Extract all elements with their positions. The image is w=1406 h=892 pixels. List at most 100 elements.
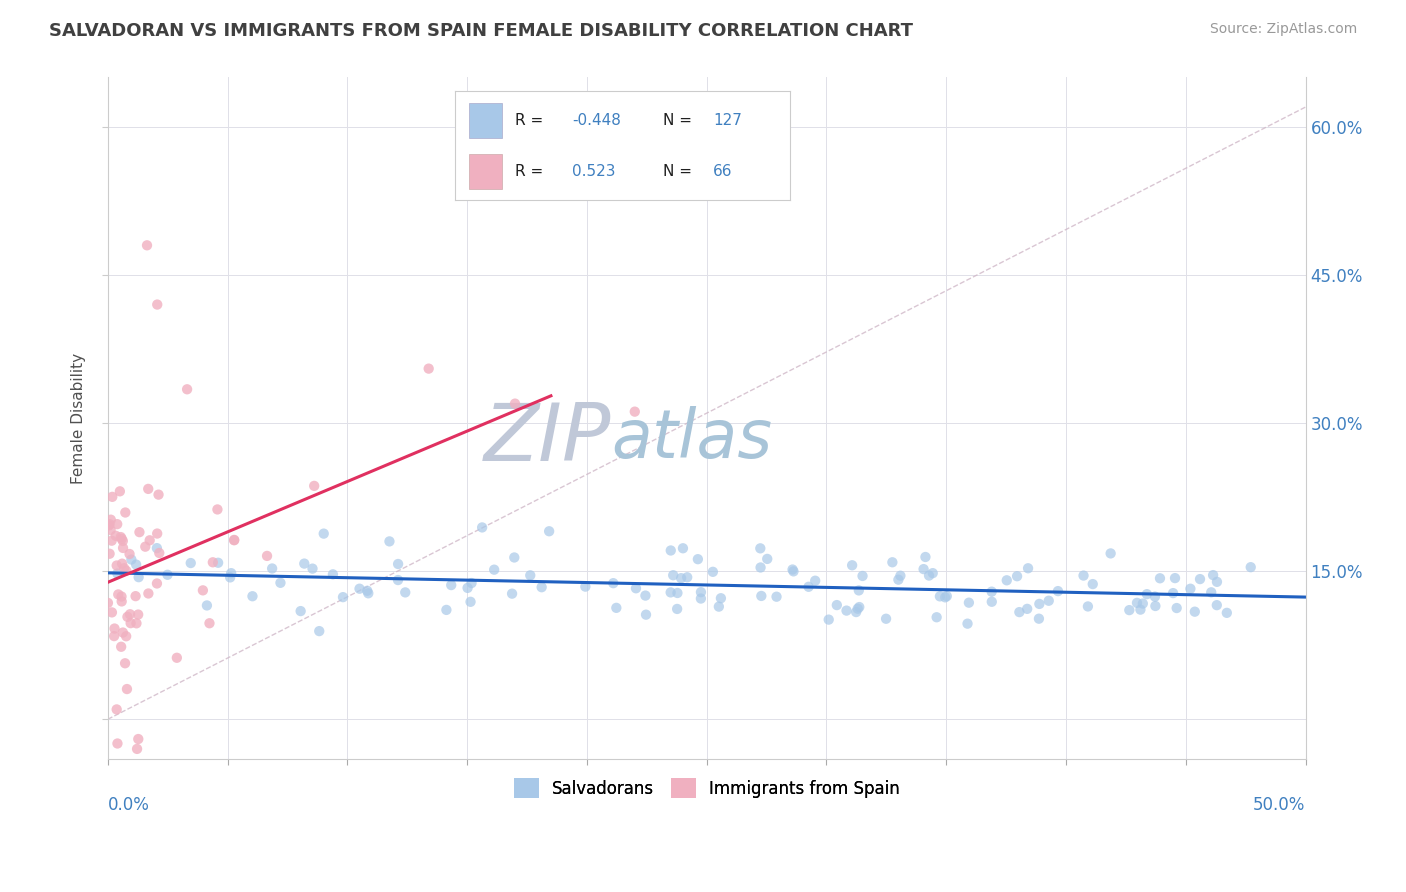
Point [934, 591, 956, 605]
Point [387, 573, 409, 587]
Point [501, 587, 523, 601]
Text: Source: ZipAtlas.com: Source: ZipAtlas.com [1209, 22, 1357, 37]
Point [956, 616, 979, 631]
Point [110, 640, 132, 654]
Point [848, 583, 870, 598]
Point [782, 562, 804, 576]
Point [146, 526, 169, 541]
Point [166, 650, 188, 665]
Point [1081, 577, 1104, 591]
Point [440, 578, 463, 592]
Point [104, 529, 127, 543]
Point [841, 558, 863, 573]
Point [666, 586, 689, 600]
Point [128, 570, 150, 584]
Point [97, 596, 120, 610]
Point [292, 557, 315, 571]
Point [107, 566, 129, 581]
Point [148, 488, 170, 502]
Point [846, 601, 869, 615]
Point [111, 594, 134, 608]
Point [519, 568, 541, 582]
Point [201, 555, 224, 569]
Point [105, 558, 128, 573]
Point [1118, 603, 1140, 617]
Point [1028, 612, 1050, 626]
Point [269, 575, 291, 590]
Point [1099, 546, 1122, 560]
Point [434, 603, 457, 617]
Point [120, 552, 142, 566]
Point [845, 605, 868, 619]
Point [114, 506, 136, 520]
Point [1184, 605, 1206, 619]
Point [118, 607, 141, 622]
Point [105, 517, 128, 532]
Point [1008, 605, 1031, 619]
Point [110, 590, 132, 604]
Text: 0.0%: 0.0% [108, 797, 149, 814]
Point [875, 612, 897, 626]
Point [634, 607, 657, 622]
Point [1017, 561, 1039, 575]
Point [1129, 602, 1152, 616]
Point [1028, 597, 1050, 611]
Point [1143, 590, 1166, 604]
Point [817, 613, 839, 627]
Point [100, 513, 122, 527]
Point [1017, 602, 1039, 616]
Point [308, 624, 330, 639]
Point [980, 584, 1002, 599]
Point [914, 549, 936, 564]
Point [749, 560, 772, 574]
Point [602, 576, 624, 591]
Point [111, 533, 134, 548]
Point [224, 533, 246, 547]
Point [114, 657, 136, 671]
Point [349, 582, 371, 596]
Point [935, 589, 957, 603]
Point [690, 585, 713, 599]
Point [138, 586, 160, 600]
Point [120, 616, 142, 631]
Point [460, 576, 482, 591]
Point [574, 580, 596, 594]
Point [1126, 596, 1149, 610]
Point [1216, 606, 1239, 620]
Point [921, 566, 943, 581]
Point [957, 596, 980, 610]
Point [659, 585, 682, 599]
Point [124, 589, 146, 603]
Point [1164, 571, 1187, 585]
Point [1199, 585, 1222, 599]
Point [242, 589, 264, 603]
Point [356, 583, 378, 598]
Point [710, 591, 733, 606]
Point [146, 576, 169, 591]
Point [1144, 599, 1167, 613]
Point [125, 616, 148, 631]
Point [605, 600, 627, 615]
Point [669, 571, 692, 585]
Point [262, 561, 284, 575]
Point [378, 534, 401, 549]
Point [782, 565, 804, 579]
Point [219, 570, 242, 584]
Point [180, 556, 202, 570]
Point [103, 622, 125, 636]
Point [530, 580, 553, 594]
Point [666, 602, 689, 616]
Point [115, 564, 138, 578]
Text: 50.0%: 50.0% [1253, 797, 1306, 814]
Point [198, 616, 221, 631]
Point [128, 525, 150, 540]
Point [995, 574, 1018, 588]
Point [115, 681, 138, 696]
Point [98, 517, 121, 532]
Point [107, 587, 129, 601]
Point [301, 561, 323, 575]
Point [634, 589, 657, 603]
Point [290, 604, 312, 618]
Point [538, 524, 561, 539]
Point [322, 567, 344, 582]
